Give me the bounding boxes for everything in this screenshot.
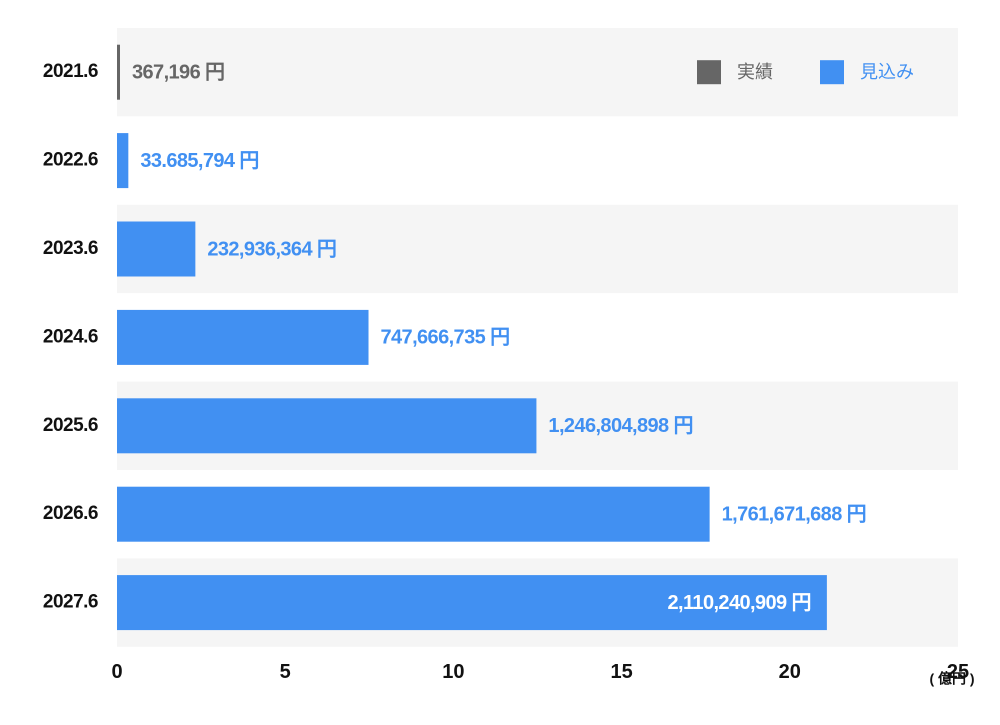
legend-swatch xyxy=(697,60,721,85)
y-tick-label: 2022.6 xyxy=(43,150,98,171)
axis-unit: ( 億円 ) xyxy=(929,671,974,687)
bar xyxy=(117,44,120,100)
legend-swatch xyxy=(820,60,844,85)
value-label: 2,110,240,909 円 xyxy=(668,592,811,614)
y-tick-label: 2027.6 xyxy=(43,592,98,613)
x-tick-label: 15 xyxy=(610,661,632,683)
bar xyxy=(117,309,369,365)
value-label: 1,246,804,898 円 xyxy=(548,415,692,437)
bar xyxy=(117,486,710,542)
value-label: 747,666,735 円 xyxy=(381,327,510,349)
row-band xyxy=(117,116,958,205)
x-tick-label: 0 xyxy=(111,661,122,683)
row-band xyxy=(117,28,958,117)
y-tick-label: 2026.6 xyxy=(43,503,98,524)
y-tick-label: 2024.6 xyxy=(43,326,98,347)
legend-label: 実績 xyxy=(737,62,773,82)
value-label: 232,936,364 円 xyxy=(207,238,336,260)
y-tick-label: 2021.6 xyxy=(43,61,98,82)
x-tick-label: 25 xyxy=(947,661,969,683)
y-tick-label: 2025.6 xyxy=(43,415,98,436)
bar xyxy=(117,221,196,277)
value-label: 1,761,671,688 円 xyxy=(722,503,866,525)
row-band xyxy=(117,204,958,294)
x-tick-label: 10 xyxy=(442,661,464,683)
value-label: 367,196 円 xyxy=(132,61,224,83)
legend-label: 見込み xyxy=(860,62,914,82)
bar xyxy=(117,575,827,631)
y-tick-label: 2023.6 xyxy=(43,238,98,259)
value-label: 33.685,794 円 xyxy=(140,150,258,172)
bar xyxy=(117,133,129,189)
bar xyxy=(117,398,537,454)
x-tick-label: 5 xyxy=(280,661,291,683)
x-tick-label: 20 xyxy=(779,661,801,683)
